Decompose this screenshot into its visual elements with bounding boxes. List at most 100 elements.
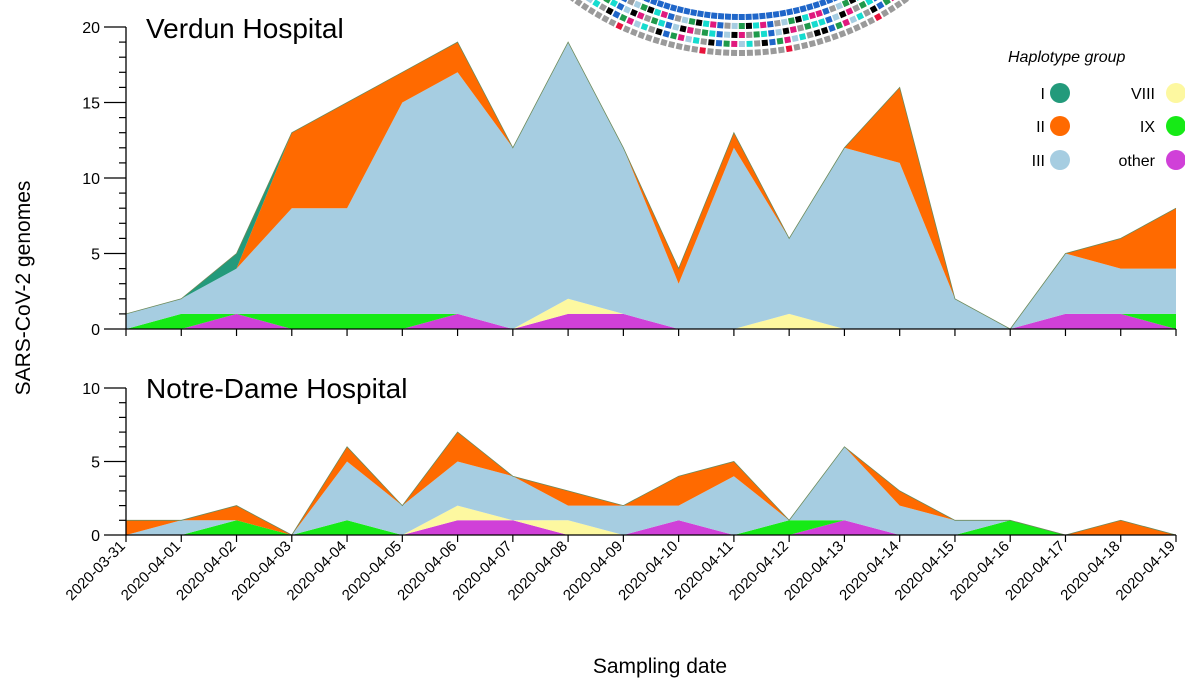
x-tick-label: 2020-04-10: [615, 538, 681, 604]
ring-tile: [646, 6, 655, 14]
ring-tile: [723, 31, 731, 38]
ring-tile: [806, 3, 814, 11]
ring-tile: [731, 40, 738, 48]
ring-tile: [887, 4, 896, 14]
ring-tile: [700, 38, 708, 45]
y-tick-label: 5: [91, 247, 100, 264]
ring-tile: [723, 40, 730, 47]
ring-tile: [665, 21, 673, 29]
ring-tile: [715, 39, 723, 47]
ring-tile: [652, 36, 661, 45]
area-iii: [126, 42, 1176, 329]
ring-tile: [867, 16, 876, 25]
ring-tile: [660, 10, 669, 19]
x-axis-title: Sampling date: [593, 655, 727, 678]
ring-tile: [825, 15, 833, 24]
ring-tile: [860, 20, 869, 29]
ring-tile: [798, 33, 807, 41]
legend-label: I: [1041, 86, 1045, 103]
ring-tile: [835, 21, 843, 30]
panels: 0 5 10 15 20 Verdun Hospital 0 5 10 Notre-Dame Ho…: [82, 13, 1177, 545]
legend-label: VIII: [1131, 86, 1155, 103]
ring-tile: [754, 49, 761, 56]
panel-notre-dame: 0 5 10 Notre-Dame Hospital: [82, 373, 1177, 545]
ring-tile: [670, 32, 678, 40]
ring-tile: [717, 13, 725, 20]
ring-tile: [780, 18, 788, 26]
ring-tile: [842, 18, 851, 27]
ring-tile: [650, 17, 659, 25]
ring-tile: [702, 20, 710, 28]
ring-tile: [782, 27, 790, 35]
ring-tile: [667, 12, 675, 21]
ring-tile: [707, 48, 714, 55]
ring-tile: [838, 10, 847, 19]
ring-tile: [793, 43, 801, 51]
ring-tile: [623, 5, 632, 14]
area-iii: [126, 446, 1176, 535]
ring-tile: [871, 0, 880, 2]
ring-tile: [873, 12, 883, 22]
ring-tile: [655, 27, 663, 36]
y-tick-label: 15: [82, 96, 100, 113]
ring-tile: [777, 46, 785, 54]
ring-tile: [831, 13, 840, 21]
ring-tile: [776, 37, 784, 45]
ring-tile: [845, 26, 854, 35]
ring-tile: [620, 0, 629, 3]
total-outline: [126, 431, 1177, 536]
ring-tile: [667, 40, 676, 49]
ring-tile: [784, 36, 792, 44]
ring-tile: [765, 11, 773, 19]
ring-tile: [690, 9, 698, 17]
ring-tile: [647, 25, 656, 34]
ring-tile: [852, 4, 861, 13]
ring-tile: [775, 28, 783, 36]
ring-tile: [723, 49, 730, 56]
ring-tile: [812, 1, 821, 9]
ring-tile: [598, 3, 608, 12]
ring-tile: [709, 21, 717, 28]
ring-tile: [818, 18, 826, 26]
ring-tile: [643, 0, 652, 3]
ring-tile: [738, 13, 745, 21]
ring-tile: [773, 19, 781, 27]
panel-title: Verdun Hospital: [146, 13, 344, 44]
legend-swatch: [1050, 150, 1070, 170]
ring-tile: [587, 6, 596, 16]
y-tick-label: 0: [91, 322, 100, 339]
ring-tile: [761, 39, 769, 47]
ring-tile: [789, 26, 797, 34]
ring-tile: [633, 20, 642, 28]
ring-tile: [585, 0, 595, 4]
ring-tile: [640, 22, 649, 31]
ring-tile: [760, 30, 768, 38]
legend-item-i: I: [1041, 83, 1070, 103]
ring-tile: [841, 0, 850, 8]
ring-tile: [567, 0, 577, 2]
ring-tile: [791, 34, 799, 42]
ring-tile: [801, 13, 810, 22]
ring-tile: [715, 48, 722, 56]
ring-tile: [627, 0, 635, 6]
x-axis: 2020-03-312020-04-012020-04-022020-04-03…: [63, 538, 1179, 604]
ring-tile: [731, 13, 738, 21]
legend-swatch: [1166, 83, 1185, 103]
ring-tile: [681, 16, 689, 24]
area-ii: [126, 432, 1176, 535]
ring-tile: [746, 49, 753, 56]
ring-tile: [768, 29, 775, 37]
ring-tile: [710, 12, 718, 19]
ring-tile: [785, 45, 793, 53]
ring-tile: [619, 13, 628, 22]
panel-title: Notre-Dame Hospital: [146, 373, 407, 404]
ring-tile: [694, 28, 702, 36]
ring-tile: [709, 30, 716, 37]
ring-tile: [869, 5, 878, 14]
ring-tile: [769, 38, 776, 46]
legend-item-iii: III: [1032, 150, 1070, 170]
ring-tile: [835, 2, 844, 10]
ring-tile: [845, 7, 854, 16]
